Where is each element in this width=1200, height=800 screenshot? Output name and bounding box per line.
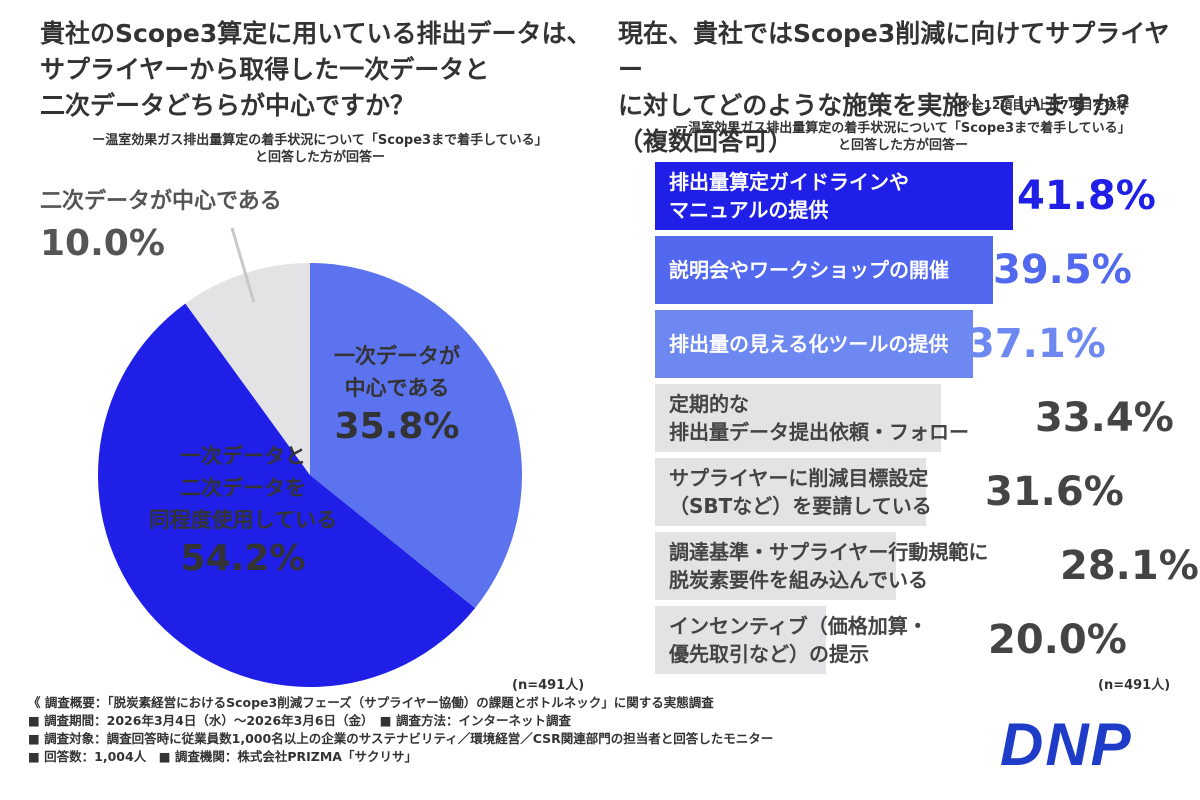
right-n-label: (n=491人) (1098, 678, 1171, 693)
bar-label-line: 排出量データ提出依頼・フォロー (669, 420, 969, 444)
pie-slices (97, 263, 522, 688)
pie-label-line: 同程度使用している (148, 508, 338, 532)
bar-label: 排出量算定ガイドラインや マニュアルの提供 (669, 162, 909, 230)
survey-period-line: ■ 調査期間：2026年3月4日（水）〜2026年3月6日（金） ■ 調査方法：… (28, 713, 571, 728)
bar-label-line: サプライヤーに削減目標設定 (669, 466, 929, 490)
bar-row: サプライヤーに削減目標設定 （SBTなど）を要請している 31.6% (655, 458, 1195, 526)
bar-label: サプライヤーに削減目標設定 （SBTなど）を要請している (669, 458, 932, 526)
survey-target-line: ■ 調査対象：調査回答時に従業員数1,000名以上の企業のサステナビリティ／環境… (28, 731, 774, 746)
bar-label-line: 定期的な (669, 392, 749, 416)
pie-value-first-party: 35.8% (334, 406, 460, 447)
bar-value-label: 31.6% (985, 469, 1124, 515)
right-note: ※全12項目中上位7項目を抜粋 (960, 98, 1129, 112)
bar-row: 排出量算定ガイドラインや マニュアルの提供 41.8% (655, 162, 1195, 230)
bar-value-label: 33.4% (1035, 395, 1174, 441)
bar (655, 310, 973, 378)
bar-label-line: （SBTなど）を要請している (669, 494, 932, 518)
bar-label: 説明会やワークショップの開催 (669, 236, 949, 304)
pie-label-first-party: 一次データが 中心である 35.8% (312, 340, 482, 450)
pie-label-second-party: 二次データが中心である 10.0% (40, 185, 282, 269)
pie-label-line: 二次データを (180, 476, 306, 500)
right-question-title: 現在、貴社ではScope3削減に向けてサプライヤー に対してどのような施策を実施… (618, 16, 1188, 160)
pie-slice-1 (310, 263, 522, 609)
bar-label-line: 排出量の見える化ツールの提供 (669, 332, 949, 356)
bar (655, 384, 942, 452)
pie-leader-line (230, 227, 256, 303)
pie-value-second-party: 10.0% (40, 223, 165, 264)
left-question-title: 貴社のScope3算定に用いている排出データは、 サプライヤーから取得した一次デ… (40, 16, 600, 124)
left-title-line: サプライヤーから取得した一次データと (40, 55, 490, 84)
pie-slice-3 (185, 263, 310, 475)
bar-value-label: 37.1% (967, 321, 1106, 367)
survey-summary: 《 調査概要：「脱炭素経営におけるScope3削減フェーズ（サプライヤー協働）の… (28, 694, 773, 766)
left-n-label: (n=491人) (512, 678, 585, 693)
bar-value-label: 39.5% (993, 247, 1132, 293)
pie-chart (97, 227, 522, 688)
bar-label: 調達基準・サプライヤー行動規範に 脱炭素要件を組み込んでいる (669, 532, 988, 600)
bar-label-line: 脱炭素要件を組み込んでいる (669, 568, 928, 592)
dnp-logo: DNP (1000, 711, 1133, 778)
bar-row: 定期的な排出量データ提出依頼・フォロー 33.4% (655, 384, 1195, 452)
bar (655, 458, 926, 526)
right-subtitle-line: ー温室効果ガス排出量算定の着手状況について「Scope3まで着手している」 (675, 121, 1131, 136)
pie-slice-2 (97, 303, 476, 688)
right-title-line: 現在、貴社ではScope3削減に向けてサプライヤー (618, 19, 1170, 84)
left-title-line: 貴社のScope3算定に用いている排出データは、 (40, 19, 592, 48)
bar (655, 162, 1013, 230)
bar-value-label: 28.1% (1060, 543, 1199, 589)
bar-row: インセンティブ（価格加算・ 優先取引など）の提示 20.0% (655, 606, 1195, 674)
pie-label-line: 一次データと (180, 444, 306, 468)
bar-label: 排出量の見える化ツールの提供 (669, 310, 948, 378)
left-subtitle-line: と回答した方が回答ー (254, 150, 385, 165)
pie-label-line: 二次データが中心である (40, 189, 282, 214)
right-title-line: （複数回答可） (618, 127, 794, 156)
survey-count-line: ■ 回答数：1,004人 ■ 調査機関：株式会社PRIZMA「サクリサ」 (28, 749, 417, 764)
bar-label-line: 調達基準・サプライヤー行動規範に (669, 540, 989, 564)
bar-label-line: マニュアルの提供 (669, 198, 829, 222)
left-subtitle: ー温室効果ガス排出量算定の着手状況について「Scope3まで着手している」 と回… (40, 132, 600, 166)
bar-row: 調達基準・サプライヤー行動規範に 脱炭素要件を組み込んでいる 28.1% (655, 532, 1199, 600)
bar-row: 説明会やワークショップの開催 39.5% (655, 236, 1195, 304)
bar-value-label: 41.8% (1017, 173, 1156, 219)
left-title-line: 二次データどちらが中心ですか？ (40, 91, 416, 120)
pie-value-both: 54.2% (180, 538, 306, 579)
bar-label-line: インセンティブ（価格加算・ (669, 614, 928, 638)
right-subtitle-line: と回答した方が回答ー (837, 138, 968, 153)
left-subtitle-line: ー温室効果ガス排出量算定の着手状況について「Scope3まで着手している」 (92, 133, 548, 148)
bar (655, 532, 896, 600)
bar-label: 定期的な排出量データ提出依頼・フォロー (669, 384, 969, 452)
bar (655, 236, 994, 304)
bar-row: 排出量の見える化ツールの提供 37.1% (655, 310, 1195, 378)
bar-label: インセンティブ（価格加算・ 優先取引など）の提示 (669, 606, 928, 674)
bar (655, 606, 827, 674)
right-subtitle: ー温室効果ガス排出量算定の着手状況について「Scope3まで着手している」 と回… (618, 120, 1188, 154)
survey-summary-line: 《 調査概要：「脱炭素経営におけるScope3削減フェーズ（サプライヤー協働）の… (28, 695, 714, 710)
right-title-line: に対してどのような施策を実施していますか？ (618, 91, 1142, 120)
bar-value-label: 20.0% (988, 617, 1127, 663)
bar-label-line: 優先取引など）の提示 (669, 642, 869, 666)
bar-label-line: 説明会やワークショップの開催 (669, 258, 949, 282)
pie-label-both: 一次データと 二次データを 同程度使用している 54.2% (118, 440, 368, 582)
pie-label-line: 一次データが (334, 344, 460, 368)
bar-label-line: 排出量算定ガイドラインや (669, 170, 909, 194)
pie-label-line: 中心である (344, 376, 450, 400)
